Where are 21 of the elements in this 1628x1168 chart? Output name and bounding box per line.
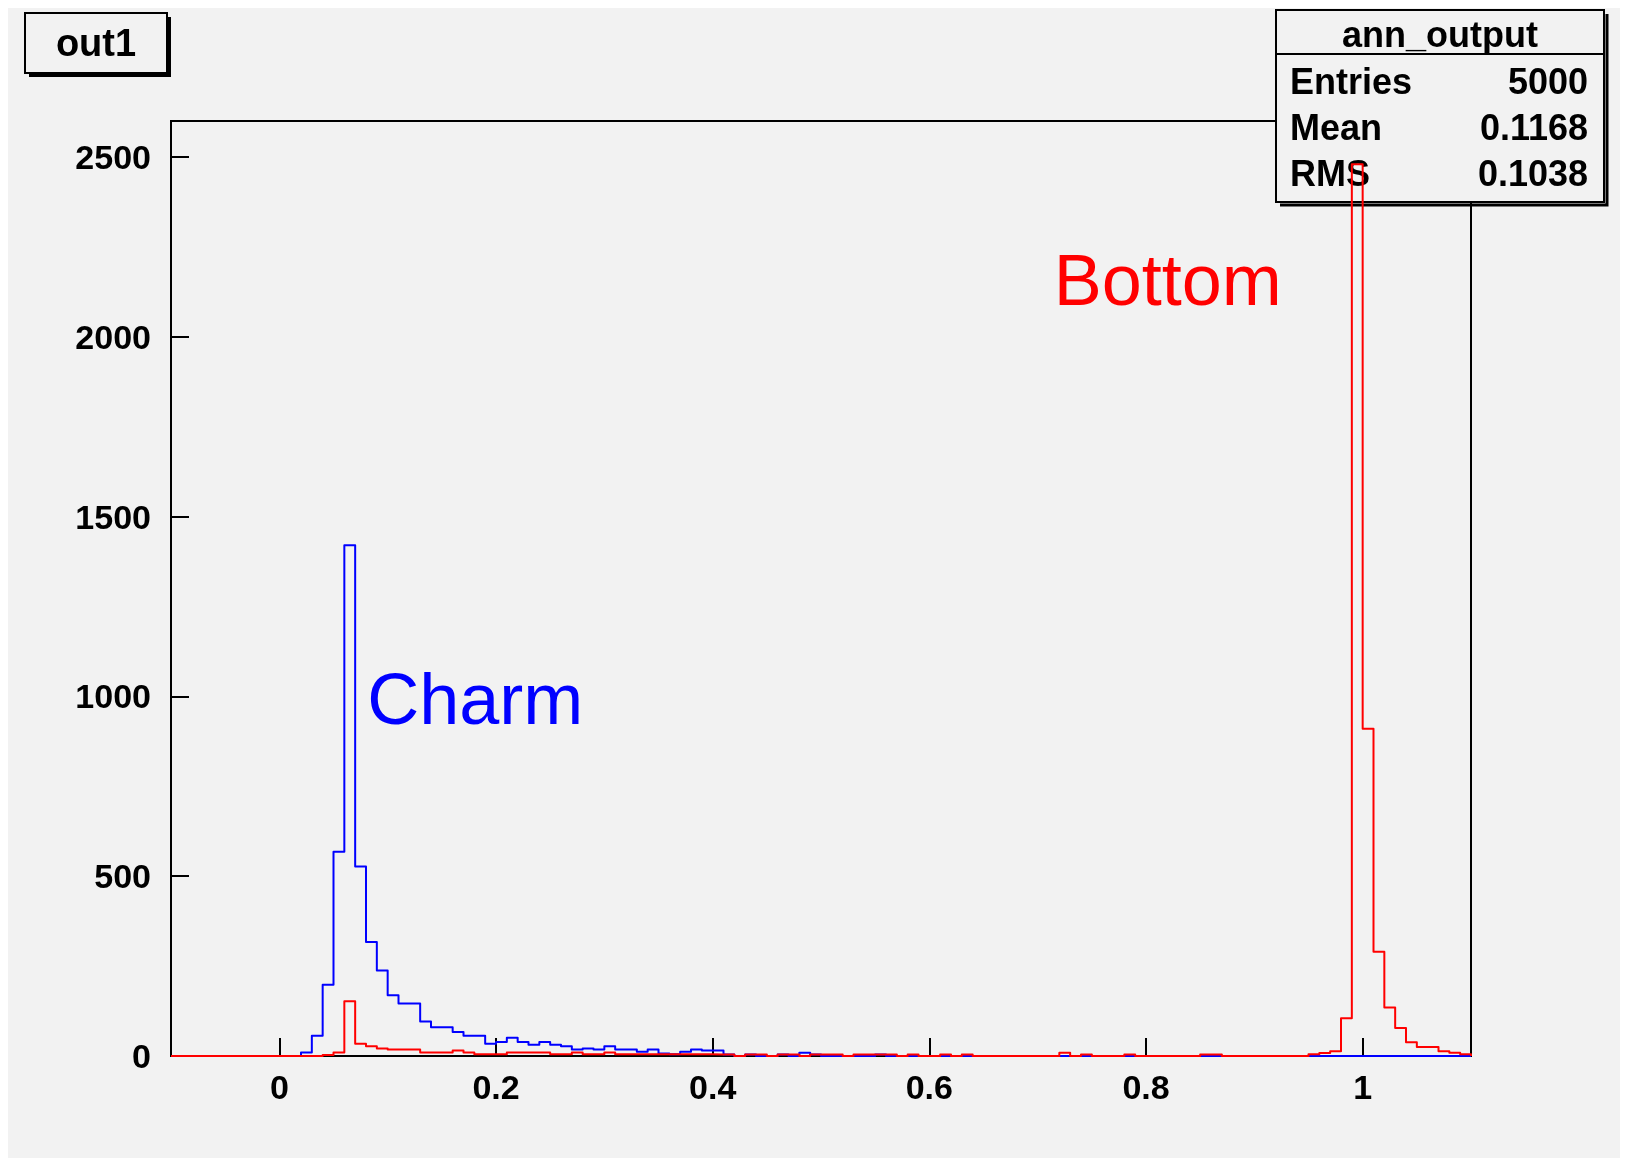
- y-tick-label: 0: [132, 1037, 151, 1075]
- text: ann_output: [1342, 13, 1538, 55]
- annotation: Mean: [1290, 106, 1383, 148]
- series-label: Charm: [367, 658, 584, 739]
- x-tick-label: 0.2: [472, 1068, 520, 1106]
- text: 0.1038: [1477, 152, 1588, 194]
- x-tick-label: 0.4: [689, 1068, 737, 1106]
- text: 0.1168: [1479, 106, 1588, 148]
- x-tick-label: 1: [1353, 1068, 1373, 1106]
- text: 5000: [1507, 60, 1588, 102]
- x-tick-label: 0: [269, 1068, 289, 1106]
- x-tick-label: 0.8: [1122, 1068, 1170, 1106]
- y-tick-label: 500: [94, 857, 151, 896]
- y-tick-label: 2000: [75, 317, 151, 356]
- series-label: Bottom: [1053, 240, 1282, 321]
- x-tick-label: 0.6: [905, 1068, 953, 1106]
- text: Entries: [1290, 60, 1413, 102]
- y-tick-label: 2500: [75, 137, 151, 176]
- y-tick-label: 1000: [75, 677, 151, 716]
- chart-title: out1: [55, 22, 137, 64]
- y-tick-label: 1500: [75, 497, 151, 536]
